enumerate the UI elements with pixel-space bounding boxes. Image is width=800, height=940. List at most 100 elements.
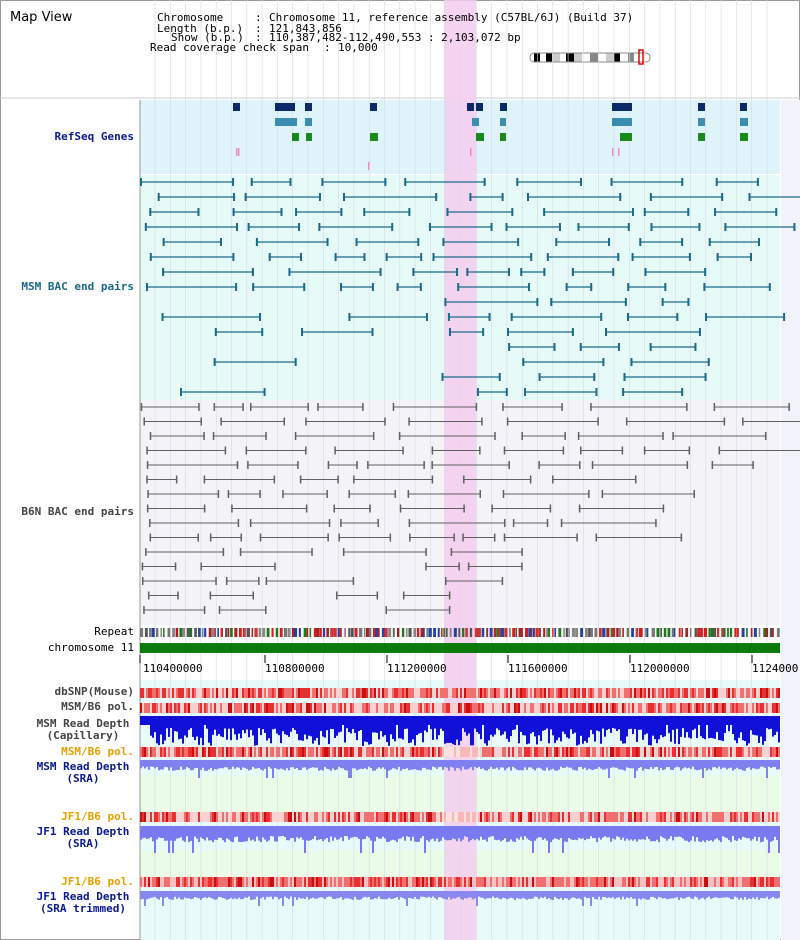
depth-bar (772, 760, 774, 768)
heat-cell (444, 688, 446, 698)
track-label-refseq-genes[interactable]: RefSeq Genes (54, 130, 134, 143)
track-label-dbsnp[interactable]: dbSNP(Mouse) (54, 685, 134, 698)
heat-cell (222, 812, 224, 822)
depth-bar (754, 716, 756, 736)
repeat-element (322, 628, 326, 637)
depth-bar (238, 760, 240, 768)
depth-bar (654, 760, 656, 768)
heat-cell (672, 812, 674, 822)
b6n-bac-end (146, 461, 149, 469)
depth-bar (778, 760, 780, 770)
heat-cell (234, 747, 236, 757)
heat-cell (298, 812, 300, 822)
depth-bar (452, 716, 454, 745)
depth-bar (276, 760, 278, 769)
depth-bar (310, 716, 312, 737)
heat-cell (226, 812, 228, 822)
track-label-msm-b6-pol-2[interactable]: MSM/B6 pol. (61, 745, 134, 758)
depth-bar (396, 716, 398, 725)
heat-cell (728, 877, 730, 887)
heat-cell (482, 688, 484, 698)
refseq-gene (370, 133, 378, 141)
depth-bar (542, 716, 544, 731)
depth-bar (684, 891, 686, 899)
heat-cell (160, 812, 162, 822)
heat-cell (480, 877, 482, 887)
depth-bar (394, 716, 396, 742)
heat-cell (374, 688, 376, 698)
b6n-bac-end (220, 417, 222, 426)
heat-cell (514, 703, 516, 713)
depth-bar (502, 760, 504, 768)
heat-cell (720, 812, 722, 822)
b6n-bac-end (385, 606, 387, 614)
heat-cell (340, 703, 342, 713)
heat-cell (736, 747, 738, 757)
heat-cell (258, 703, 260, 713)
depth-bar (770, 716, 772, 729)
depth-bar (224, 826, 226, 843)
heat-cell (572, 688, 574, 698)
heat-cell (390, 877, 392, 887)
depth-bar (568, 716, 570, 739)
track-label-repeat[interactable]: Repeat (94, 625, 134, 638)
depth-bar (390, 891, 392, 899)
heat-cell (194, 812, 196, 822)
heat-cell (236, 877, 238, 887)
b6n-bac-end (239, 548, 242, 556)
track-label-jf1-read-depth-trimmed[interactable]: JF1 Read Depth (SRA trimmed) (36, 890, 130, 915)
heat-cell (332, 877, 334, 887)
depth-bar (512, 716, 514, 730)
repeat-element (186, 628, 190, 637)
heat-cell (552, 747, 554, 757)
depth-bar (250, 891, 252, 900)
depth-bar (682, 826, 684, 839)
depth-bar (578, 891, 580, 899)
depth-bar (386, 760, 388, 778)
heat-cell (586, 877, 588, 887)
heat-cell (540, 703, 542, 713)
depth-bar (778, 891, 780, 898)
depth-bar (244, 760, 246, 768)
heat-cell (522, 703, 524, 713)
depth-bar (256, 760, 258, 769)
depth-bar (578, 716, 580, 745)
b6n-bac-end (693, 490, 696, 498)
depth-bar (584, 891, 586, 897)
heat-cell (422, 747, 424, 757)
depth-bar (418, 891, 420, 900)
b6n-bac-end (392, 403, 395, 411)
heat-cell (692, 688, 694, 698)
heat-cell (336, 812, 338, 822)
track-label-msm-read-depth-sra[interactable]: MSM Read Depth (SRA) (36, 760, 130, 785)
heat-cell (500, 747, 502, 757)
b6n-bac-end (249, 519, 252, 527)
heat-cell (228, 688, 230, 698)
heat-cell (316, 877, 318, 887)
heat-cell (474, 747, 476, 757)
depth-bar (254, 826, 256, 842)
heat-cell (398, 877, 400, 887)
repeat-element (441, 628, 443, 637)
track-label-msm-bac[interactable]: MSM BAC end pairs (21, 280, 134, 293)
track-label-b6n-bac[interactable]: B6N BAC end pairs (21, 505, 134, 518)
depth-bar (314, 760, 316, 768)
heat-cell (660, 703, 662, 713)
b6n-bac-end (399, 504, 402, 513)
depth-bar (260, 760, 262, 770)
depth-bar (184, 826, 186, 842)
heat-cell (400, 812, 402, 822)
repeat-element (365, 628, 370, 637)
track-label-jf1-b6-pol-2[interactable]: JF1/B6 pol. (61, 875, 134, 888)
track-label-msm-read-depth-capillary[interactable]: MSM Read Depth (Capillary) (36, 717, 130, 742)
track-label-jf1-b6-pol[interactable]: JF1/B6 pol. (61, 810, 134, 823)
depth-bar (252, 826, 254, 840)
depth-bar (170, 891, 172, 900)
depth-bar (192, 826, 194, 853)
track-label-msm-b6-pol[interactable]: MSM/B6 pol. (61, 700, 134, 713)
track-label-jf1-read-depth-sra[interactable]: JF1 Read Depth (SRA) (36, 825, 130, 850)
depth-bar (534, 760, 536, 771)
depth-bar (380, 826, 382, 839)
heat-cell (614, 877, 616, 887)
heat-cell (368, 812, 370, 822)
